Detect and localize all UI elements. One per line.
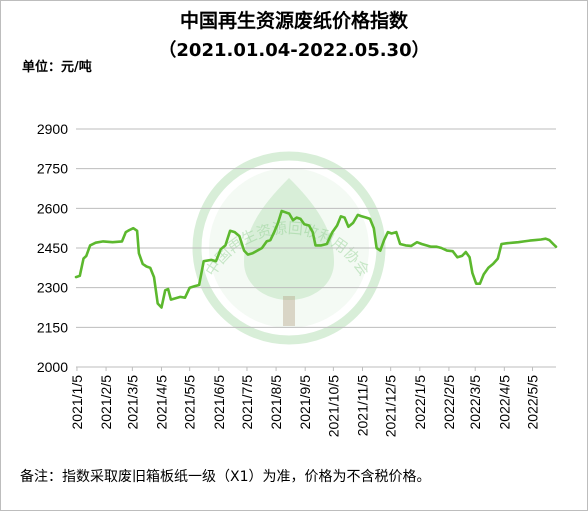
x-tick-label: 2021/12/5 — [383, 375, 399, 437]
y-tick-label: 2150 — [37, 319, 68, 335]
x-tick-label: 2021/4/5 — [153, 375, 169, 430]
chart-subtitle: （2021.01.04-2022.05.30） — [158, 40, 430, 61]
x-tick-label: 2022/5/5 — [525, 375, 541, 430]
y-tick-label: 2300 — [37, 280, 68, 296]
x-tick-label: 2022/4/5 — [496, 375, 512, 430]
x-tick-label: 2021/3/5 — [124, 375, 140, 430]
y-tick-label: 2600 — [37, 200, 68, 216]
chart-title: 中国再生资源废纸价格指数 — [179, 10, 408, 32]
watermark-trunk-icon — [283, 296, 295, 326]
y-tick-label: 2750 — [37, 161, 68, 177]
x-tick-label: 2021/11/5 — [354, 375, 370, 436]
x-tick-label: 2022/1/5 — [412, 375, 428, 430]
footnote: 备注：指数采取废旧箱板纸一级（X1）为准，价格为不含税价格。 — [20, 469, 431, 485]
x-tick-label: 2021/8/5 — [268, 375, 284, 430]
x-tick-label: 2021/6/5 — [211, 375, 227, 430]
x-tick-label: 2021/10/5 — [325, 375, 341, 437]
grid-lines — [76, 128, 556, 328]
y-tick-label: 2000 — [37, 359, 68, 375]
y-axis-ticks: 2000 2150 2300 2450 2600 2750 2900 — [37, 121, 68, 375]
x-tick-label: 2021/7/5 — [239, 375, 255, 430]
y-tick-label: 2900 — [37, 121, 68, 137]
y-tick-label: 2450 — [37, 240, 68, 256]
x-tick-label: 2022/3/5 — [467, 375, 483, 430]
x-tick-label: 2021/1/5 — [69, 375, 85, 430]
series-layer — [74, 209, 558, 309]
x-axis-ticks: 2021/1/5 2021/2/5 2021/3/5 2021/4/5 2021/5/5… — [69, 367, 541, 437]
x-tick-label: 2021/2/5 — [98, 375, 114, 430]
x-tick-label: 2022/2/5 — [441, 375, 457, 430]
x-tick-label: 2021/9/5 — [297, 375, 313, 430]
unit-label: 单位：元/吨 — [22, 60, 92, 75]
series-line-0 — [74, 209, 558, 309]
x-tick-label: 2021/5/5 — [182, 375, 198, 430]
